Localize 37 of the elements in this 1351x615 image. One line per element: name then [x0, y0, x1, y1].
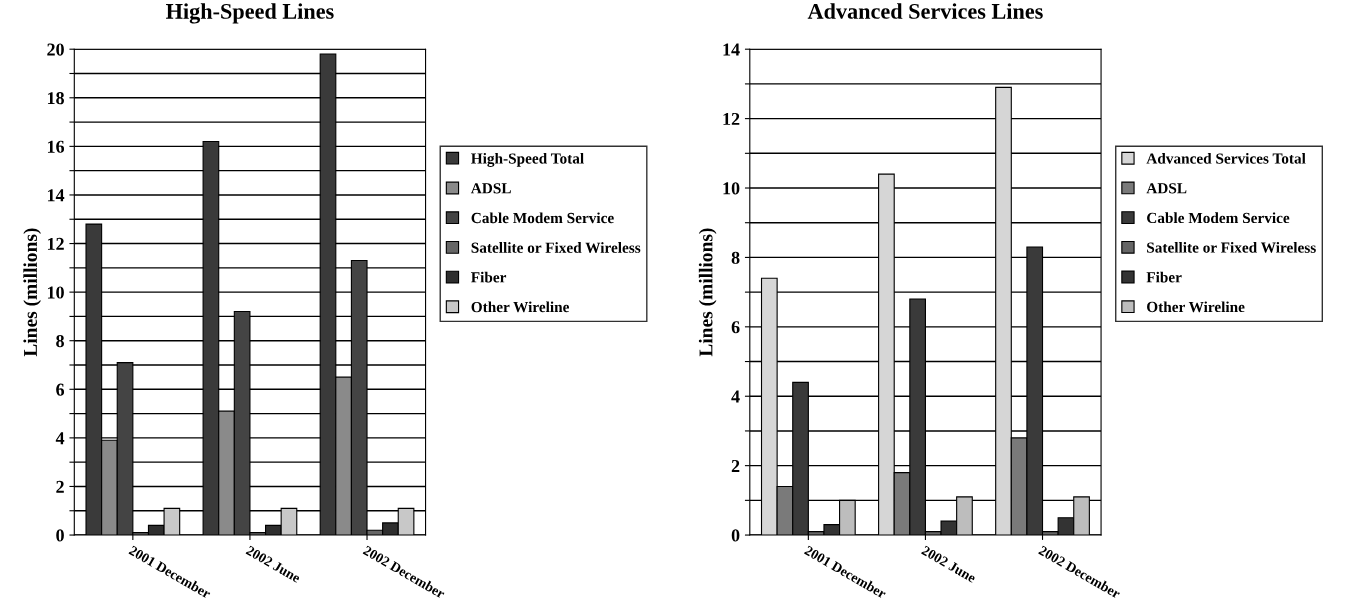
chart-title: High-Speed Lines: [166, 3, 334, 24]
legend-label: Advanced Services Total: [1146, 152, 1306, 164]
legend-label: Cable Modem Service: [471, 212, 614, 224]
y-tick-label: 6: [731, 321, 740, 334]
legend-label: Other Wireline: [1147, 301, 1245, 313]
y-tick-label: 10: [47, 286, 64, 299]
y-tick-label: 6: [56, 383, 65, 396]
y-tick-label: 0: [56, 529, 64, 542]
legend-label: ADSL: [470, 183, 511, 194]
legend-label: Cable Modem Service: [1147, 212, 1290, 224]
legend-label: Fiber: [471, 271, 507, 283]
y-tick-label: 14: [47, 189, 65, 202]
y-tick-label: 16: [47, 140, 65, 153]
legend-label: High-Speed Total: [471, 152, 584, 167]
y-tick-label: 18: [47, 92, 64, 105]
legend-label: ADSL: [1146, 183, 1187, 194]
legend-label: Satellite or Fixed Wireless: [1147, 242, 1316, 253]
y-tick-label: 14: [723, 43, 740, 56]
y-tick-label: 8: [56, 334, 64, 348]
y-tick-label: 2: [56, 480, 64, 493]
y-tick-label: 4: [55, 432, 65, 445]
y-tick-label: 10: [723, 182, 740, 195]
x-tick-label: 2002 June: [921, 545, 977, 583]
y-tick-label: 4: [731, 390, 740, 403]
chart-title: Advanced Services Lines: [807, 3, 1043, 19]
y-tick-label: 12: [723, 112, 740, 125]
legend-label: Other Wireline: [471, 301, 570, 313]
y-tick-label: 2: [731, 459, 740, 472]
y-tick-label: 8: [731, 251, 740, 264]
y-axis-title: Lines (millions): [698, 228, 717, 357]
y-axis-title: Lines (millions): [23, 228, 41, 357]
y-tick-label: 0: [731, 529, 740, 542]
y-tick-label: 20: [47, 43, 64, 56]
x-tick-label: 2002 June: [245, 545, 302, 583]
y-tick-label: 12: [47, 237, 64, 250]
legend-label: Satellite or Fixed Wireless: [471, 242, 641, 253]
legend-label: Fiber: [1146, 271, 1182, 283]
